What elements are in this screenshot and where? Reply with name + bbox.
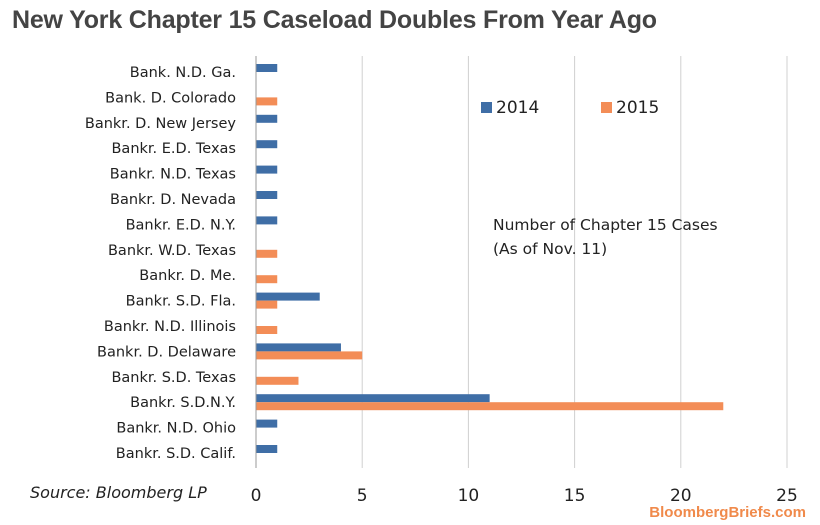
category-label-12: Bankr. S.D. Texas <box>111 370 236 386</box>
x-tick-label-5: 5 <box>357 486 368 506</box>
bar-2014-4 <box>256 166 277 174</box>
legend-label-2014: 2014 <box>496 98 539 118</box>
bar-2015-12 <box>256 377 298 385</box>
x-tick-label-20: 20 <box>670 486 692 506</box>
bar-2014-0 <box>256 64 277 72</box>
bar-2014-6 <box>256 216 277 224</box>
legend-swatch-2015 <box>601 102 612 113</box>
x-tick-labels: 0 5 10 15 20 25 <box>251 486 798 506</box>
bar-2015-9 <box>256 301 277 309</box>
bar-2014-13 <box>256 394 490 402</box>
category-label-11: Bankr. D. Delaware <box>97 344 236 360</box>
bar-2014-3 <box>256 140 277 148</box>
legend: 2014 2015 <box>481 98 659 118</box>
bar-2014-2 <box>256 115 277 123</box>
category-label-7: Bankr. W.D. Texas <box>108 243 236 259</box>
bar-2015-13 <box>256 402 723 410</box>
bars <box>256 64 723 453</box>
category-label-0: Bank. N.D. Ga. <box>130 65 236 81</box>
category-label-4: Bankr. N.D. Texas <box>110 167 236 183</box>
category-label-13: Bankr. S.D.N.Y. <box>130 395 236 411</box>
chart-container: New York Chapter 15 Caseload Doubles Fro… <box>0 0 820 525</box>
bar-2014-5 <box>256 191 277 199</box>
bar-2015-1 <box>256 97 277 105</box>
category-label-6: Bankr. E.D. N.Y. <box>126 217 236 233</box>
x-tick-label-15: 15 <box>564 486 586 506</box>
category-label-15: Bankr. S.D. Calif. <box>116 446 236 462</box>
bar-2015-7 <box>256 250 277 258</box>
annotation-line-0: Number of Chapter 15 Cases <box>493 216 718 234</box>
category-label-1: Bank. D. Colorado <box>105 90 236 106</box>
category-label-2: Bankr. D. New Jersey <box>85 116 237 132</box>
x-tick-label-0: 0 <box>251 486 262 506</box>
category-labels: Bank. N.D. Ga. Bank. D. Colorado Bankr. D.… <box>85 65 237 462</box>
category-label-8: Bankr. D. Me. <box>139 268 236 284</box>
bar-chart: Bank. N.D. Ga. Bank. D. Colorado Bankr. D.… <box>0 0 820 525</box>
bar-2014-15 <box>256 445 277 453</box>
bar-2015-10 <box>256 326 277 334</box>
category-label-10: Bankr. N.D. Illinois <box>104 319 236 335</box>
x-tick-label-25: 25 <box>776 486 798 506</box>
brand-logo-text: BloombergBriefs.com <box>649 504 806 521</box>
bar-2014-11 <box>256 343 341 351</box>
category-label-5: Bankr. D. Nevada <box>110 192 236 208</box>
category-label-14: Bankr. N.D. Ohio <box>116 421 236 437</box>
legend-label-2015: 2015 <box>616 98 659 118</box>
annotation-line-1: (As of Nov. 11) <box>493 240 607 258</box>
x-tick-label-10: 10 <box>458 486 480 506</box>
category-label-9: Bankr. S.D. Fla. <box>126 294 236 310</box>
bar-2014-9 <box>256 293 320 301</box>
source-note: Source: Bloomberg LP <box>30 483 207 502</box>
legend-swatch-2014 <box>481 102 492 113</box>
bar-2014-14 <box>256 420 277 428</box>
annotation: Number of Chapter 15 Cases (As of Nov. 11… <box>493 216 718 258</box>
bar-2015-11 <box>256 351 362 359</box>
bar-2015-8 <box>256 275 277 283</box>
category-label-3: Bankr. E.D. Texas <box>111 141 236 157</box>
